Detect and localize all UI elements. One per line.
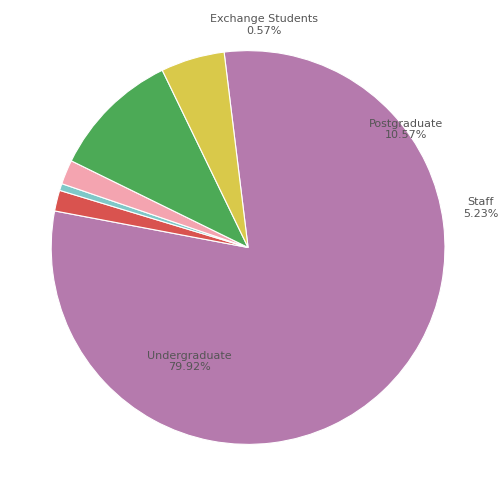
Text: Undergraduate
79.92%: Undergraduate 79.92% [146, 351, 232, 373]
Wedge shape [54, 191, 248, 248]
Text: Postgraduate
10.57%: Postgraduate 10.57% [368, 119, 442, 140]
Text: Exchange Students
0.57%: Exchange Students 0.57% [210, 14, 318, 36]
Text: Staff
5.23%: Staff 5.23% [462, 198, 498, 219]
Wedge shape [162, 52, 248, 248]
Wedge shape [72, 70, 248, 247]
Wedge shape [60, 184, 248, 248]
Wedge shape [62, 161, 248, 248]
Wedge shape [51, 50, 445, 445]
